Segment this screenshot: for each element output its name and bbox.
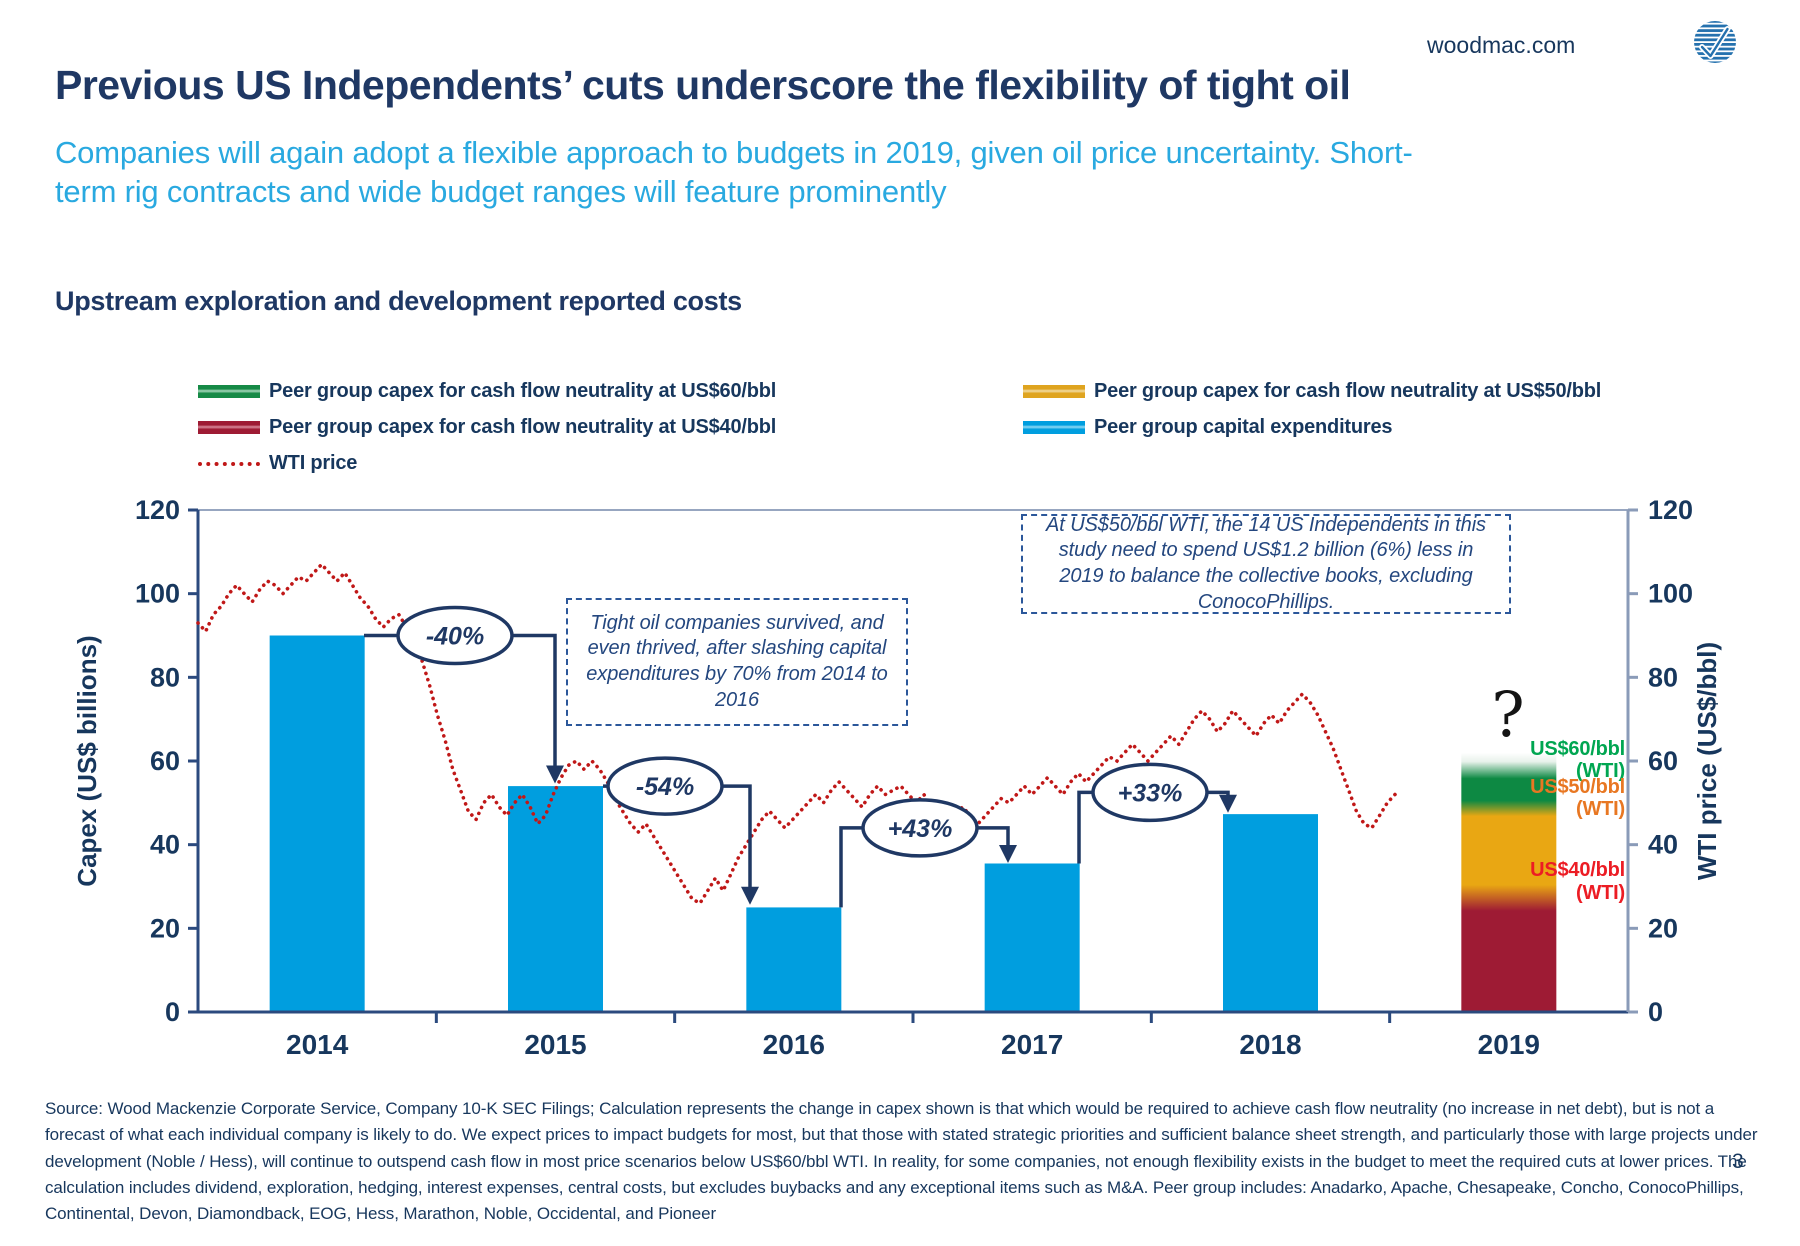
- svg-text:20: 20: [150, 913, 180, 943]
- legend-dotted-line-icon: [198, 462, 260, 466]
- svg-text:0: 0: [1648, 997, 1663, 1027]
- y-axis-right-title: WTI price (US$/bbl): [1692, 642, 1722, 880]
- legend-item: Peer group capex for cash flow neutralit…: [198, 414, 776, 440]
- legend-color-swatch-icon: [1023, 384, 1085, 398]
- page-subtitle: Companies will again adopt a flexible ap…: [55, 135, 1413, 210]
- legend-item: Peer group capital expenditures: [1023, 414, 1393, 440]
- legend-label: Peer group capex for cash flow neutralit…: [269, 415, 777, 438]
- svg-text:20: 20: [1648, 913, 1678, 943]
- legend-label: Peer group capital expenditures: [1094, 415, 1393, 438]
- capex-bar-2014: [269, 635, 365, 1012]
- woodmac-logo-icon: [1692, 20, 1738, 75]
- callout-conocophillips-text: At US$50/bbl WTI, the 14 US Independents…: [1046, 513, 1486, 613]
- svg-text:100: 100: [1648, 579, 1693, 609]
- legend-color-swatch-icon: [198, 384, 260, 398]
- threshold-label-us50bbl: US$50/bbl (WTI): [1530, 775, 1625, 821]
- x-tick-label: 2014: [286, 1029, 349, 1060]
- capex-wti-chart: 0 0 20 20 40 40 60 60 80 80 100 100 120 120 2014 2015 20…: [72, 495, 1722, 1060]
- capex-bar-2019-range: [1461, 752, 1557, 1012]
- legend-label: Peer group capex for cash flow neutralit…: [1094, 379, 1602, 402]
- capex-bar-2015: [508, 786, 603, 1012]
- svg-text:80: 80: [150, 662, 180, 692]
- capex-bar-2018: [1223, 814, 1318, 1012]
- callout-conocophillips: At US$50/bbl WTI, the 14 US Independents…: [1021, 514, 1511, 614]
- page-title: Previous US Independents’ cuts underscor…: [55, 62, 1351, 108]
- capex-bar-2016: [746, 907, 842, 1012]
- x-tick-label: 2019: [1478, 1029, 1540, 1060]
- svg-text:+33%: +33%: [1118, 779, 1183, 807]
- callout-tight-oil: Tight oil companies survived, and even t…: [566, 598, 908, 726]
- site-link[interactable]: woodmac.com: [1427, 32, 1576, 58]
- svg-text:100: 100: [135, 579, 180, 609]
- annotation-+43%: +43%: [839, 798, 1017, 908]
- svg-text:80: 80: [1648, 662, 1678, 692]
- legend-color-swatch-icon: [198, 420, 260, 434]
- y-axis-left-title: Capex (US$ billions): [72, 635, 102, 886]
- svg-text:120: 120: [1648, 495, 1693, 525]
- svg-text:120: 120: [135, 495, 180, 525]
- threshold-label-us60bbl: US$60/bbl (WTI): [1530, 738, 1625, 783]
- svg-text:+43%: +43%: [888, 815, 953, 843]
- annotation--54%: -54%: [603, 756, 759, 905]
- capex-bar-2017: [984, 863, 1080, 1012]
- x-tick-label: 2018: [1239, 1029, 1301, 1060]
- x-tick-label: 2016: [763, 1029, 825, 1060]
- source-text: Source: Wood Mackenzie Corporate Service…: [45, 1099, 1758, 1224]
- svg-text:40: 40: [150, 830, 180, 860]
- legend-label: Peer group capex for cash flow neutralit…: [269, 379, 777, 402]
- legend-item: Peer group capex for cash flow neutralit…: [1023, 378, 1601, 404]
- x-tick-label: 2015: [524, 1029, 586, 1060]
- svg-text:0: 0: [165, 997, 180, 1027]
- threshold-label-us40bbl: US$40/bbl (WTI): [1530, 859, 1625, 904]
- callout-tight-oil-text: Tight oil companies survived, and even t…: [586, 611, 888, 711]
- legend-color-swatch-icon: [1023, 420, 1085, 434]
- wti-price-line: [196, 561, 1397, 906]
- chart-heading: Upstream exploration and development rep…: [55, 286, 742, 316]
- annotation-+33%: +33%: [1077, 762, 1237, 864]
- legend-item: WTI price: [198, 450, 357, 476]
- annotation--40%: -40%: [364, 605, 564, 784]
- x-tick-label: 2017: [1001, 1029, 1063, 1060]
- legend-label: WTI price: [269, 451, 358, 474]
- svg-text:60: 60: [1648, 746, 1678, 776]
- uncertainty-question-mark: ?: [1491, 678, 1525, 751]
- page-number: 3: [1732, 1150, 1744, 1173]
- svg-text:-40%: -40%: [426, 623, 484, 651]
- svg-text:60: 60: [150, 746, 180, 776]
- svg-text:-54%: -54%: [636, 773, 694, 801]
- capex-bars: [269, 635, 1318, 1012]
- svg-text:40: 40: [1648, 830, 1678, 860]
- legend-item: Peer group capex for cash flow neutralit…: [198, 378, 776, 404]
